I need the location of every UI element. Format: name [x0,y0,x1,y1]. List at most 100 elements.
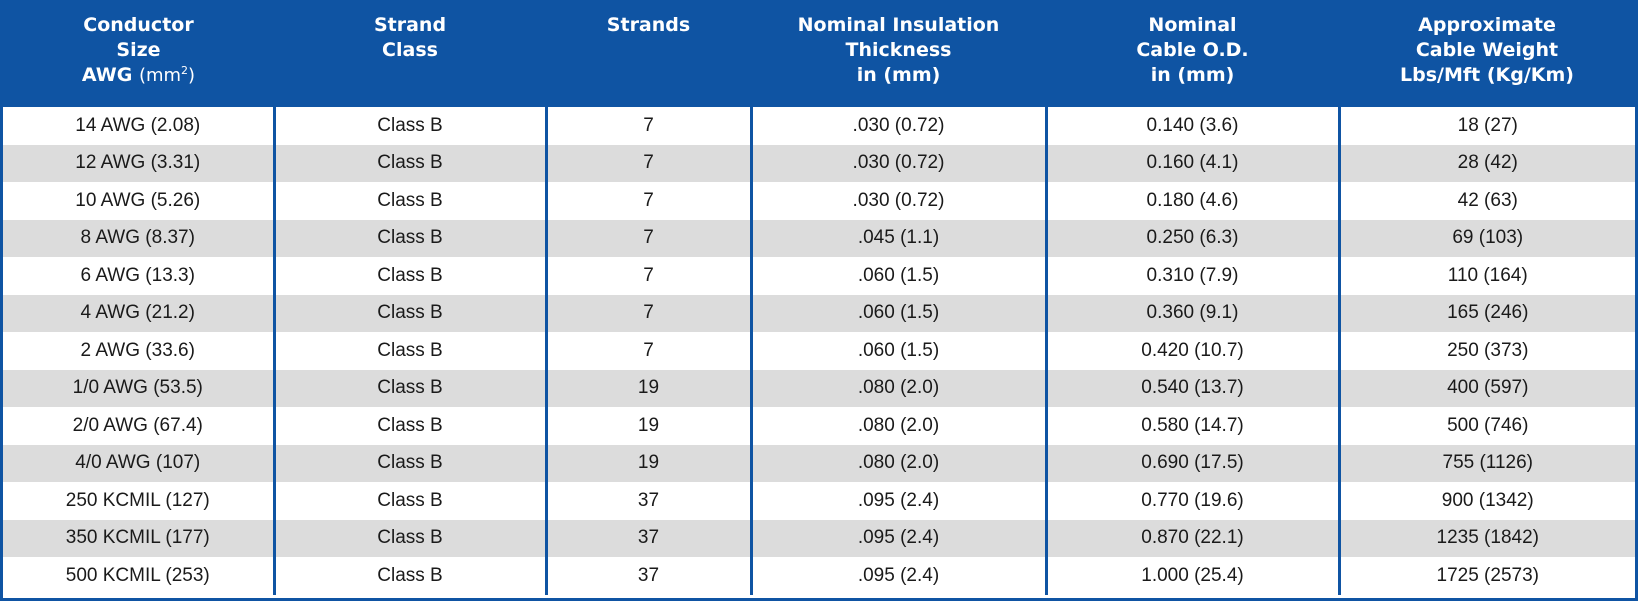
cell-insulation-thickness: .080 (2.0) [749,407,1046,445]
header-unit-mm-open: (mm [138,65,182,86]
table-row: 1/0 AWG (53.5) Class B 19.080 (2.0) 0.540 (… [3,369,1635,407]
header-cable-weight: Approximate Cable Weight Lbs/Mft (Kg/Km) [1339,3,1635,107]
cell-cable-weight: 900 (1342) [1337,482,1635,520]
cell-strands: 7 [544,219,751,257]
cell-insulation-thickness: .030 (0.72) [749,107,1046,145]
header-line: Class [382,39,438,61]
header-line: Nominal [1148,14,1237,36]
table-row: 2/0 AWG (67.4) Class B 19.080 (2.0) 0.580 (… [3,407,1635,445]
cell-strands: 7 [544,182,751,220]
cell-insulation-thickness: .095 (2.4) [749,482,1046,520]
table-body: 14 AWG (2.08) Class B 7.030 (0.72) 0.140 (3… [3,107,1635,595]
cell-cable-weight: 18 (27) [1337,107,1635,145]
cell-cable-od: 0.870 (22.1) [1044,519,1339,557]
cell-cable-weight: 69 (103) [1337,219,1635,257]
cell-cable-weight: 110 (164) [1337,257,1635,295]
header-line: Lbs/Mft (Kg/Km) [1400,64,1574,86]
cell-strand-class: Class B [272,369,546,407]
cell-insulation-thickness: .030 (0.72) [749,182,1046,220]
cell-conductor-size: 14 AWG (2.08) [75,114,201,136]
cell-conductor-size: 10 AWG (5.26) [75,189,201,211]
cell-strands: 7 [544,107,751,145]
cell-insulation-thickness: .030 (0.72) [749,144,1046,182]
cell-strand-class: Class B [272,294,546,332]
cell-strands: 7 [544,144,751,182]
cell-strands: 37 [544,519,751,557]
cable-spec-table: Conductor Size AWG (mm2) Strand Class St… [3,3,1635,595]
cell-cable-od: 0.250 (6.3) [1044,219,1339,257]
header-line: Approximate [1418,14,1556,36]
table-row: 250 KCMIL (127) Class B 37.095 (2.4) 0.770 … [3,482,1635,520]
cell-strands: 7 [544,332,751,370]
cell-insulation-thickness: .080 (2.0) [749,369,1046,407]
cell-conductor-size: 4 AWG (21.2) [80,302,195,324]
cell-conductor-size: 12 AWG (3.31) [75,152,201,174]
cell-strands: 19 [544,407,751,445]
header-strands: Strands [546,3,751,107]
cell-cable-weight: 400 (597) [1337,369,1635,407]
cell-strand-class: Class B [272,144,546,182]
header-line: Strands [606,14,691,36]
cell-insulation-thickness: .060 (1.5) [749,257,1046,295]
cell-cable-weight: 165 (246) [1337,294,1635,332]
header-line: Strand [373,14,447,36]
cell-strands: 7 [544,294,751,332]
cell-cable-weight: 1725 (2573) [1337,557,1635,595]
cell-strand-class: Class B [272,444,546,482]
header-line: Cable O.D. [1136,39,1249,61]
cell-strands: 37 [544,482,751,520]
cell-cable-od: 0.540 (13.7) [1044,369,1339,407]
cell-strands: 7 [544,257,751,295]
cell-strand-class: Class B [272,257,546,295]
table-header-row: Conductor Size AWG (mm2) Strand Class St… [3,3,1635,107]
table-row: 4 AWG (21.2) Class B 7.060 (1.5) 0.360 (9.1… [3,294,1635,332]
header-line: Size [116,39,161,61]
cell-strand-class: Class B [272,407,546,445]
table-row: 10 AWG (5.26) Class B 7.030 (0.72) 0.180 (4… [3,182,1635,220]
cell-strands: 19 [544,444,751,482]
cell-strand-class: Class B [272,107,546,145]
cell-cable-od: 0.580 (14.7) [1044,407,1339,445]
header-line: in (mm) [1150,64,1235,86]
table-row: 6 AWG (13.3) Class B 7.060 (1.5) 0.310 (7.9… [3,257,1635,295]
cell-strand-class: Class B [272,332,546,370]
cell-strands: 19 [544,369,751,407]
cell-insulation-thickness: .080 (2.0) [749,444,1046,482]
cell-insulation-thickness: .095 (2.4) [749,519,1046,557]
header-unit-mm-close: ) [188,65,196,86]
cell-cable-od: 0.140 (3.6) [1044,107,1339,145]
cell-cable-od: 0.310 (7.9) [1044,257,1339,295]
cell-cable-od: 1.000 (25.4) [1044,557,1339,595]
cell-insulation-thickness: .095 (2.4) [749,557,1046,595]
cell-cable-od: 0.690 (17.5) [1044,444,1339,482]
cell-cable-od: 0.770 (19.6) [1044,482,1339,520]
cell-insulation-thickness: .060 (1.5) [749,332,1046,370]
cell-strand-class: Class B [272,482,546,520]
cell-strands: 37 [544,557,751,595]
header-line: in (mm) [856,64,941,86]
header-unit-mm: (mm2) [139,65,195,86]
table-row: 14 AWG (2.08) Class B 7.030 (0.72) 0.140 (3… [3,107,1635,145]
cell-strand-class: Class B [272,219,546,257]
table-row: 12 AWG (3.31) Class B 7.030 (0.72) 0.160 (4… [3,144,1635,182]
header-insulation-thickness: Nominal Insulation Thickness in (mm) [751,3,1046,107]
cell-strand-class: Class B [272,519,546,557]
cell-conductor-size: 4/0 AWG (107) [75,452,201,474]
header-cable-od: Nominal Cable O.D. in (mm) [1046,3,1339,107]
header-conductor-size: Conductor Size AWG (mm2) [3,3,274,107]
cell-cable-weight: 28 (42) [1337,144,1635,182]
cell-conductor-size: 8 AWG (8.37) [80,227,195,249]
cell-cable-weight: 250 (373) [1337,332,1635,370]
header-line: Thickness [845,39,952,61]
cell-cable-weight: 755 (1126) [1337,444,1635,482]
cell-insulation-thickness: .060 (1.5) [749,294,1046,332]
header-unit-mm-sup: 2 [181,64,189,77]
table-row: 350 KCMIL (177) Class B 37.095 (2.4) 0.870 … [3,519,1635,557]
header-line: Nominal Insulation [797,14,1000,36]
cell-conductor-size: 2 AWG (33.6) [80,339,195,361]
cell-cable-od: 0.360 (9.1) [1044,294,1339,332]
header-line: Conductor [83,14,194,36]
cell-conductor-size: 350 KCMIL (177) [65,527,210,549]
cell-cable-weight: 42 (63) [1337,182,1635,220]
